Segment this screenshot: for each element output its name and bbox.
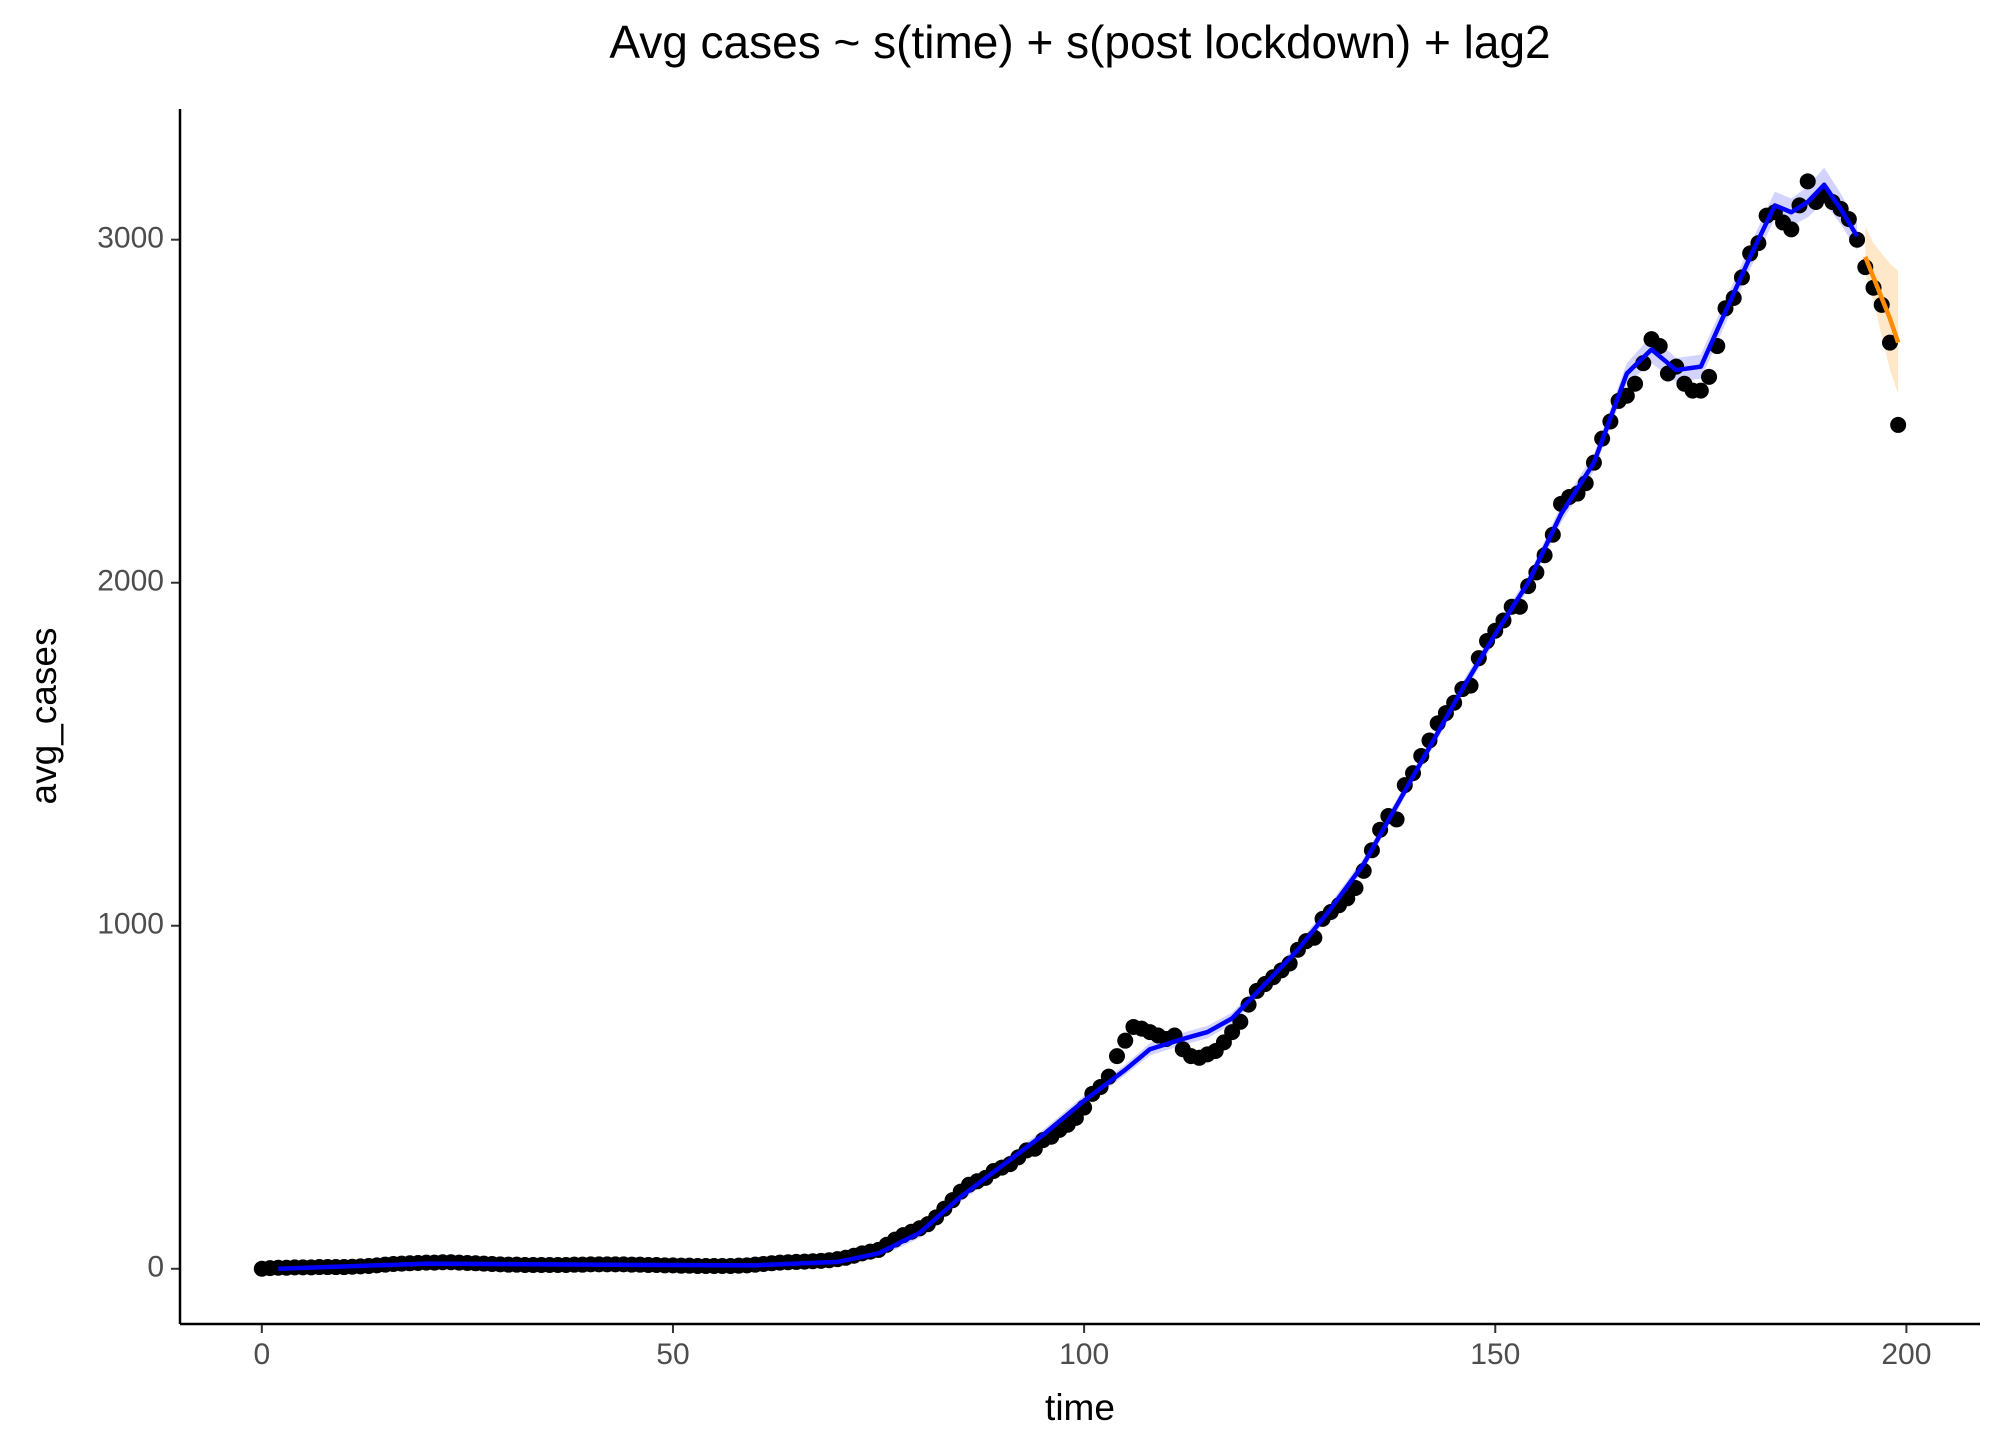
y-axis-title: avg_cases bbox=[23, 628, 64, 805]
x-tick-label: 100 bbox=[1059, 1338, 1109, 1371]
y-tick-label: 0 bbox=[147, 1251, 164, 1284]
y-tick-label: 1000 bbox=[97, 908, 164, 941]
data-point bbox=[1799, 173, 1816, 190]
data-point bbox=[1117, 1032, 1134, 1049]
data-point bbox=[1240, 996, 1257, 1013]
data-point bbox=[1849, 231, 1866, 248]
data-point bbox=[1651, 338, 1668, 355]
x-tick-label: 150 bbox=[1470, 1338, 1520, 1371]
fit-line bbox=[1863, 256, 1901, 344]
x-axis-title: time bbox=[1045, 1387, 1115, 1428]
data-point bbox=[1692, 382, 1709, 399]
chart-title: Avg cases ~ s(time) + s(post lockdown) +… bbox=[609, 16, 1550, 68]
data-point bbox=[1109, 1048, 1126, 1065]
x-tick-label: 0 bbox=[253, 1338, 270, 1371]
fit-line bbox=[278, 182, 1859, 1272]
y-tick-label: 3000 bbox=[97, 222, 164, 255]
data-point bbox=[1881, 334, 1898, 351]
data-point bbox=[1890, 416, 1907, 433]
data-point bbox=[1783, 221, 1800, 238]
data-point bbox=[1232, 1013, 1249, 1030]
y-tick-label: 2000 bbox=[97, 565, 164, 598]
x-tick-label: 50 bbox=[656, 1338, 689, 1371]
data-point bbox=[1627, 375, 1644, 392]
data-point bbox=[1618, 387, 1635, 404]
x-tick-label: 200 bbox=[1881, 1338, 1931, 1371]
confidence-band bbox=[278, 167, 1858, 1273]
data-point bbox=[1701, 368, 1718, 385]
